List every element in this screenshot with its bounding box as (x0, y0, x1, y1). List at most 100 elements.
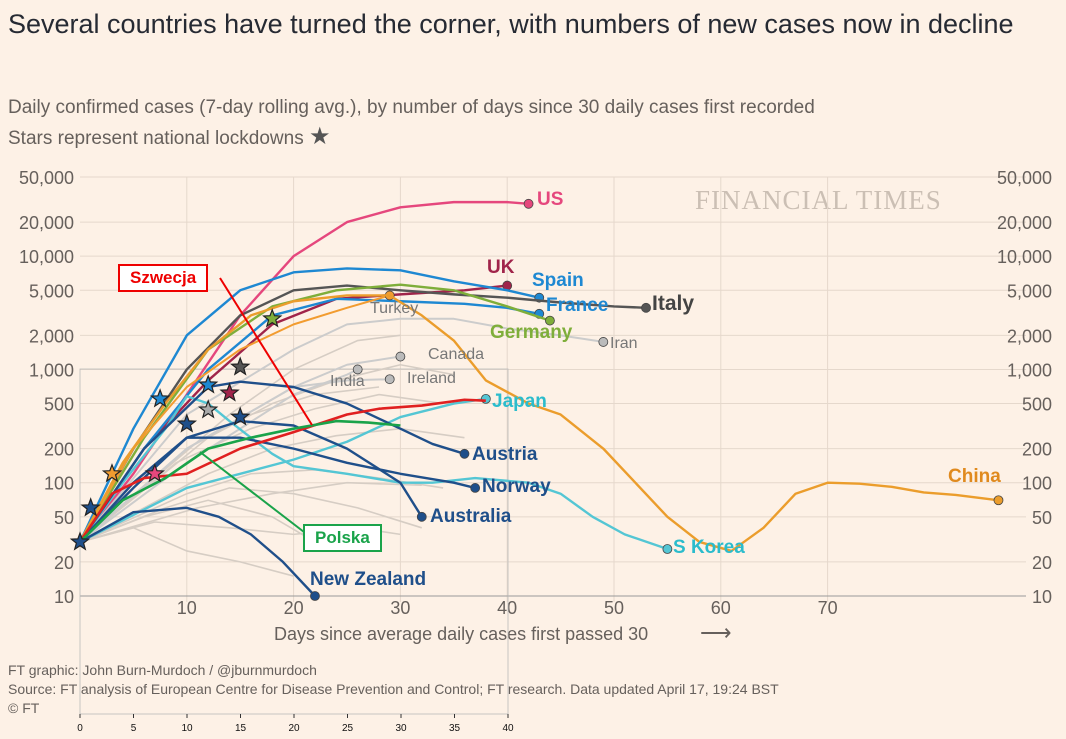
series-end-dot (641, 302, 651, 313)
series-line (79, 297, 540, 543)
series-end-dot (395, 351, 406, 362)
footer-copyright: © FT (8, 700, 40, 716)
series-label: Italy (652, 292, 694, 315)
background-series-line (79, 427, 465, 543)
y-tick-label-left: 100 (44, 474, 74, 494)
inset-x-tick-label: 40 (502, 723, 514, 734)
series-label: Norway (482, 476, 551, 497)
series-end-dot (662, 544, 673, 554)
x-tick-label: 10 (177, 598, 197, 618)
background-series-line (79, 334, 401, 543)
y-tick-label-left: 50 (54, 508, 74, 528)
y-tick-label-right: 20,000 (997, 213, 1052, 233)
lockdown-star (144, 463, 165, 483)
series-end-dot (480, 393, 491, 404)
series-label: Canada (428, 346, 484, 363)
series-end-dot (470, 483, 481, 493)
series-line (78, 283, 551, 543)
chart-footer: FT graphic: John Burn-Murdoch / @jburnmu… (8, 661, 779, 718)
lockdown-star (219, 382, 240, 402)
y-tick-label-left: 2,000 (29, 326, 74, 346)
inset-x-tick-label: 35 (449, 723, 461, 734)
background-series-line (79, 487, 422, 543)
annotation-pointer-poland (199, 451, 305, 533)
x-tick-label: 60 (711, 598, 731, 618)
lockdown-star (229, 406, 251, 426)
series-line (79, 419, 401, 543)
inset-x-tick-label: 25 (342, 723, 354, 734)
y-tick-label-left: 500 (44, 395, 74, 415)
series-label: Australia (430, 506, 512, 527)
background-series-line (79, 469, 444, 543)
x-tick-label: 30 (390, 598, 410, 618)
x-tick-label: 40 (497, 598, 517, 618)
y-tick-label-right: 20 (1032, 553, 1052, 573)
series-label: Turkey (370, 300, 418, 317)
series-end-dot (598, 337, 609, 347)
series-end-dot (993, 495, 1004, 506)
y-tick-label-right: 50 (1032, 508, 1052, 528)
series-line (79, 317, 604, 543)
series-line (78, 267, 540, 543)
series-label: Japan (492, 391, 547, 412)
series-label: Germany (490, 322, 573, 343)
chart-title: Several countries have turned the corner… (8, 9, 1014, 39)
series-label: S Korea (673, 537, 745, 558)
y-tick-label-right: 50,000 (997, 168, 1052, 188)
y-tick-label-left: 10,000 (19, 247, 74, 267)
series-line (79, 436, 476, 543)
x-tick-label: 20 (284, 598, 304, 618)
series-line (79, 506, 316, 597)
series-label: New Zealand (310, 569, 426, 590)
series-label: Spain (532, 270, 584, 291)
series-end-dot (352, 364, 363, 375)
y-tick-label-right: 10,000 (997, 247, 1052, 267)
inset-x-tick-label: 0 (77, 723, 83, 734)
series-label: China (948, 466, 1001, 487)
subtitle-line-2: Stars represent national lockdowns ★ (8, 122, 815, 153)
series-label: Austria (472, 444, 538, 465)
lockdown-star (197, 399, 219, 419)
series-end-dot (545, 315, 555, 326)
star-icon: ★ (309, 123, 331, 150)
lockdown-star (149, 388, 171, 408)
series-label: Ireland (407, 370, 456, 387)
inset-x-tick-label: 5 (131, 723, 137, 734)
footer-source: Source: FT analysis of European Centre f… (8, 681, 779, 697)
y-tick-label-right: 200 (1022, 440, 1052, 460)
footer-credit: FT graphic: John Burn-Murdoch / @jburnmu… (8, 662, 317, 678)
lockdown-star (197, 374, 219, 394)
inset-x-tick-label: 15 (235, 723, 247, 734)
chart-subtitle: Daily confirmed cases (7-day rolling avg… (8, 93, 815, 153)
series-label: India (330, 373, 365, 390)
series-line (78, 398, 486, 543)
inset-x-tick-label: 10 (181, 723, 193, 734)
inset-x-tick-label: 20 (288, 723, 300, 734)
series-line (78, 294, 999, 553)
lockdown-star (80, 497, 101, 517)
series-line (79, 395, 668, 551)
x-axis-arrow: ⟶ (700, 620, 732, 645)
subtitle-line-1: Daily confirmed cases (7-day rolling avg… (8, 97, 815, 118)
background-series-line (79, 363, 454, 543)
lockdown-star (262, 308, 283, 328)
x-tick-label: 50 (604, 598, 624, 618)
y-tick-label-right: 5,000 (1007, 281, 1052, 301)
annotation-pointer-sweden (219, 277, 313, 426)
series-label: UK (487, 257, 515, 278)
x-axis-label: Days since average daily cases first pas… (274, 624, 648, 644)
lockdown-star (176, 413, 198, 433)
series-end-dot (459, 448, 470, 459)
series-end-dot (416, 511, 427, 522)
background-series-line (79, 481, 422, 543)
y-tick-label-right: 1,000 (1007, 360, 1052, 380)
lockdown-star (101, 463, 123, 483)
series-line (79, 397, 487, 544)
y-tick-label-left: 200 (44, 440, 74, 460)
series-end-dot (310, 591, 320, 601)
y-tick-label-left: 20 (54, 553, 74, 573)
y-tick-label-right: 2,000 (1007, 326, 1052, 346)
y-tick-label-left: 50,000 (19, 168, 74, 188)
y-tick-label-left: 5,000 (29, 281, 74, 301)
y-tick-label-right: 10 (1032, 587, 1052, 607)
